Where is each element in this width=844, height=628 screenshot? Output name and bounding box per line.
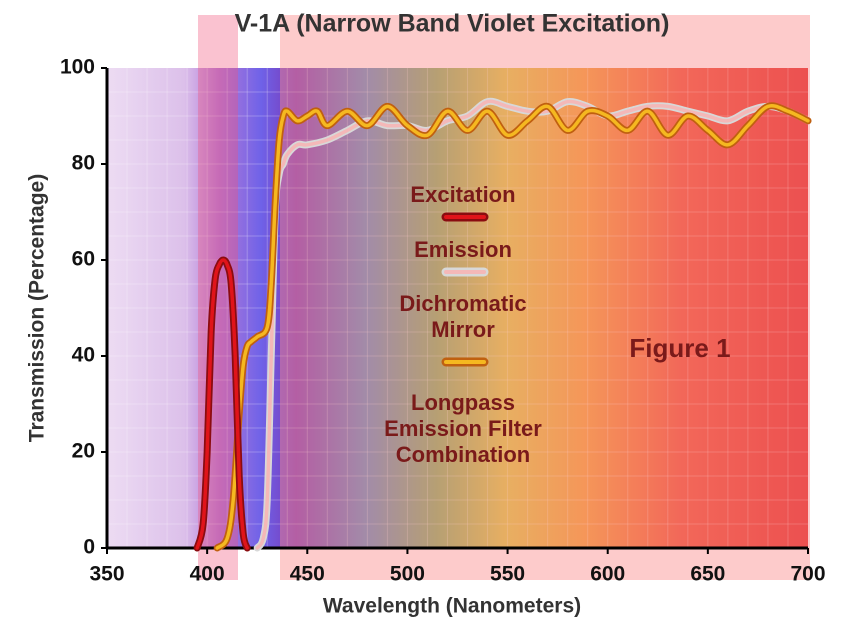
x-tick-label: 400 <box>190 563 225 586</box>
x-tick-label: 350 <box>89 563 124 586</box>
legend-label: Emission <box>368 237 558 263</box>
legend-label: Dichromatic Mirror <box>368 291 558 343</box>
y-tick-label: 0 <box>83 536 95 559</box>
y-axis-label: Transmission (Percentage) <box>26 174 49 442</box>
annotation: Figure 1 <box>629 333 730 363</box>
y-tick-label: 100 <box>60 56 95 79</box>
x-tick-label: 600 <box>590 563 625 586</box>
y-tick-label: 40 <box>72 344 95 367</box>
x-tick-label: 650 <box>690 563 725 586</box>
y-tick-label: 60 <box>72 248 95 271</box>
x-tick-label: 550 <box>490 563 525 586</box>
caption: Longpass Emission Filter Combination <box>364 390 562 468</box>
x-tick-label: 450 <box>290 563 325 586</box>
x-axis-label: Wavelength (Nanometers) <box>323 595 581 618</box>
x-tick-label: 700 <box>790 563 825 586</box>
y-tick-label: 80 <box>72 152 95 175</box>
x-tick-label: 500 <box>390 563 425 586</box>
y-tick-label: 20 <box>72 440 95 463</box>
chart-title: V-1A (Narrow Band Violet Excitation) <box>235 10 670 38</box>
page: V-1A (Narrow Band Violet Excitation) Wav… <box>0 0 844 628</box>
legend-label: Excitation <box>368 182 558 208</box>
